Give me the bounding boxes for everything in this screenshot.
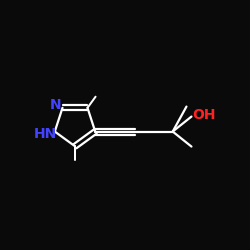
Text: OH: OH [193,108,216,122]
Text: N: N [50,98,61,112]
Text: HN: HN [34,127,57,141]
